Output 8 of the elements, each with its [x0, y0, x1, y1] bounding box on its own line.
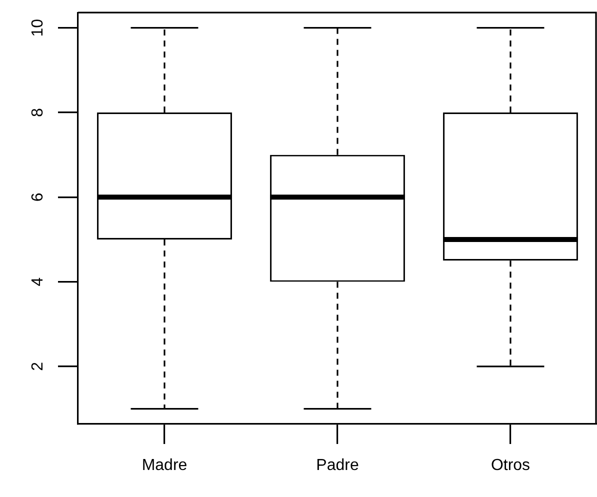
y-tick-label: 4: [29, 277, 46, 286]
y-tick-label: 6: [29, 192, 46, 202]
x-tick-label: Otros: [490, 457, 530, 474]
x-tick-label: Madre: [142, 457, 188, 474]
y-tick-label: 8: [29, 108, 46, 117]
y-tick-label: 2: [29, 362, 46, 371]
y-tick-label: 10: [29, 18, 46, 37]
x-tick-label: Padre: [316, 457, 359, 474]
